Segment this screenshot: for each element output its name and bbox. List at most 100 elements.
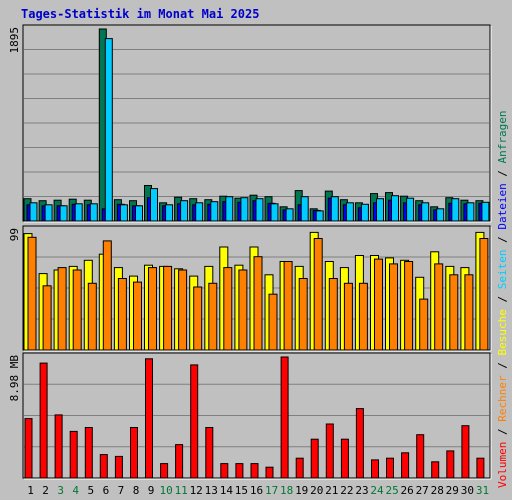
bar-rechner-day-2 xyxy=(42,285,52,351)
bar-volumen-day-11 xyxy=(175,444,184,479)
y-axis-max-label-middle: 99 xyxy=(8,228,21,241)
bar-rechner-day-10 xyxy=(163,265,173,351)
legend-text: Volumen / Rechner / Besuche / Seiten / D… xyxy=(496,110,509,488)
bar-seiten-day-8 xyxy=(135,205,143,222)
legend-entry-rechner: Rechner xyxy=(496,375,509,422)
bar-volumen-day-27 xyxy=(416,434,425,479)
x-tick-label: 2 xyxy=(42,484,49,497)
bar-seiten-day-23 xyxy=(360,203,369,222)
bar-seiten-day-26 xyxy=(406,197,415,222)
bar-volumen-day-23 xyxy=(355,408,364,479)
bar-rechner-day-29 xyxy=(449,274,459,351)
bar-seiten-day-7 xyxy=(119,204,128,222)
x-tick-label: 25 xyxy=(385,484,398,497)
bar-rechner-day-18 xyxy=(283,261,293,351)
bar-seiten-day-3 xyxy=(59,205,68,222)
bar-seiten-day-13 xyxy=(210,201,219,222)
bar-rechner-day-15 xyxy=(238,269,248,351)
bar-rechner-day-22 xyxy=(343,282,353,351)
bar-volumen-day-28 xyxy=(431,461,440,479)
bar-seiten-day-29 xyxy=(451,198,460,222)
x-tick-label: 23 xyxy=(355,484,368,497)
bar-rechner-day-19 xyxy=(298,278,308,351)
bar-seiten-day-18 xyxy=(285,208,294,222)
x-tick-label: 29 xyxy=(446,484,459,497)
x-tick-label: 18 xyxy=(280,484,293,497)
legend-separator: / xyxy=(496,289,509,309)
bar-rechner-day-11 xyxy=(178,269,188,351)
x-tick-label: 17 xyxy=(265,484,278,497)
bar-seiten-day-5 xyxy=(89,203,98,222)
x-tick-label: 7 xyxy=(118,484,125,497)
legend-entry-besuche: Besuche xyxy=(496,309,509,355)
y-axis-max-label-bottom: 8.98 MB xyxy=(8,355,21,402)
bar-volumen-day-2 xyxy=(39,362,48,479)
x-tick-label: 15 xyxy=(235,484,248,497)
bar-volumen-day-24 xyxy=(371,459,379,479)
x-tick-label: 19 xyxy=(295,484,308,497)
x-tick-label: 26 xyxy=(400,484,413,497)
bar-rechner-day-7 xyxy=(117,278,127,351)
x-tick-label: 27 xyxy=(416,484,429,497)
bar-volumen-day-4 xyxy=(69,430,78,479)
bar-rechner-day-12 xyxy=(193,286,203,351)
x-tick-label: 16 xyxy=(250,484,263,497)
x-tick-label: 20 xyxy=(310,484,323,497)
x-tick-label: 4 xyxy=(72,484,79,497)
bar-seiten-day-28 xyxy=(436,208,445,222)
x-tick-label: 5 xyxy=(87,484,94,497)
bar-rechner-day-13 xyxy=(208,282,218,351)
x-tick-label: 10 xyxy=(159,484,172,497)
bars xyxy=(23,28,490,479)
legend-separator: / xyxy=(496,230,509,250)
bar-seiten-day-30 xyxy=(466,202,475,222)
bar-volumen-day-9 xyxy=(145,358,153,479)
legend-separator: / xyxy=(496,163,509,183)
bar-volumen-day-20 xyxy=(310,438,319,479)
bar-rechner-day-25 xyxy=(389,263,398,351)
bar-seiten-day-16 xyxy=(255,198,264,222)
bar-seiten-day-24 xyxy=(376,198,384,222)
bar-seiten-day-27 xyxy=(421,202,430,222)
bar-seiten-day-17 xyxy=(270,203,279,222)
bar-rechner-day-26 xyxy=(404,261,414,351)
bar-seiten-day-19 xyxy=(300,196,309,222)
bar-seiten-day-11 xyxy=(180,200,189,222)
x-tick-label: 6 xyxy=(103,484,110,497)
x-tick-label: 30 xyxy=(461,484,474,497)
bar-volumen-day-30 xyxy=(461,425,470,479)
bar-rechner-day-16 xyxy=(253,256,263,351)
x-tick-label: 11 xyxy=(175,484,188,497)
bar-rechner-day-3 xyxy=(57,267,67,351)
bar-seiten-day-1 xyxy=(29,202,38,222)
bar-volumen-day-16 xyxy=(250,463,259,479)
bar-rechner-day-27 xyxy=(419,298,429,351)
x-tick-label: 3 xyxy=(57,484,64,497)
bar-seiten-day-31 xyxy=(481,201,490,222)
legend-entry-anfragen: Anfragen xyxy=(496,110,509,163)
bar-volumen-day-8 xyxy=(130,427,138,479)
x-tick-label: 22 xyxy=(340,484,353,497)
bar-rechner-day-28 xyxy=(434,263,444,351)
bar-rechner-day-21 xyxy=(328,278,338,351)
x-tick-label: 24 xyxy=(370,484,384,497)
bar-seiten-day-6 xyxy=(104,38,113,222)
bar-volumen-day-15 xyxy=(235,463,244,479)
axis-labels: 1895 99 8.98 MB xyxy=(8,27,21,401)
bar-seiten-day-10 xyxy=(165,204,174,222)
bar-volumen-day-19 xyxy=(295,457,304,479)
x-tick-label: 13 xyxy=(205,484,218,497)
bar-volumen-day-5 xyxy=(84,427,93,479)
bar-volumen-day-10 xyxy=(160,463,169,479)
bar-seiten-day-21 xyxy=(330,196,339,222)
bar-rechner-day-4 xyxy=(72,269,82,351)
bar-volumen-day-1 xyxy=(24,418,33,479)
x-tick-label: 21 xyxy=(325,484,338,497)
bar-seiten-day-12 xyxy=(195,202,204,222)
legend-entry-dateien: Dateien xyxy=(496,183,509,229)
bar-rechner-day-31 xyxy=(479,238,489,351)
x-tick-label: 31 xyxy=(476,484,489,497)
chart-title: Tages-Statistik im Monat Mai 2025 xyxy=(21,7,260,21)
